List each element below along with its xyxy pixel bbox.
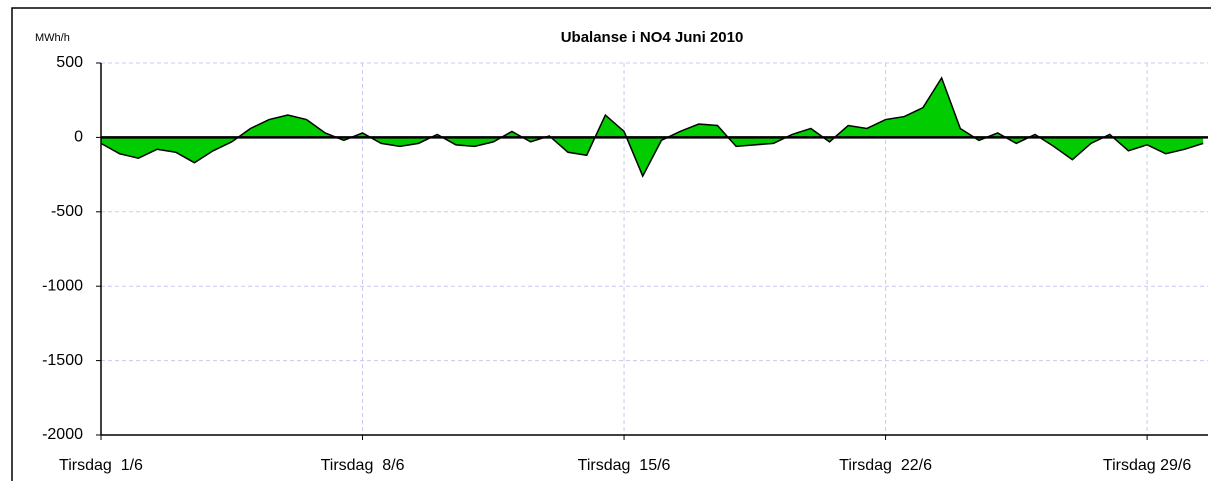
x-tick-label: Tirsdag 1/6 xyxy=(59,457,143,474)
x-tick-label: Tirsdag 22/6 xyxy=(839,457,932,474)
y-tick-label: -1000 xyxy=(42,277,83,294)
y-tick-label: 0 xyxy=(74,129,83,146)
y-tick-label: -1500 xyxy=(42,352,83,369)
x-tick-label: Tirsdag 29/6 xyxy=(1103,457,1191,474)
x-tick-label: Tirsdag 15/6 xyxy=(578,457,671,474)
y-tick-label: 500 xyxy=(56,54,83,71)
y-axis-label: MWh/h xyxy=(35,32,70,44)
y-tick-label: -2000 xyxy=(42,426,83,443)
chart-title: Ubalanse i NO4 Juni 2010 xyxy=(561,29,744,46)
x-tick-label: Tirsdag 8/6 xyxy=(321,457,405,474)
chart-frame xyxy=(11,7,1211,481)
area xyxy=(101,77,1204,177)
y-tick-label: -500 xyxy=(51,203,83,220)
line xyxy=(100,76,1204,178)
